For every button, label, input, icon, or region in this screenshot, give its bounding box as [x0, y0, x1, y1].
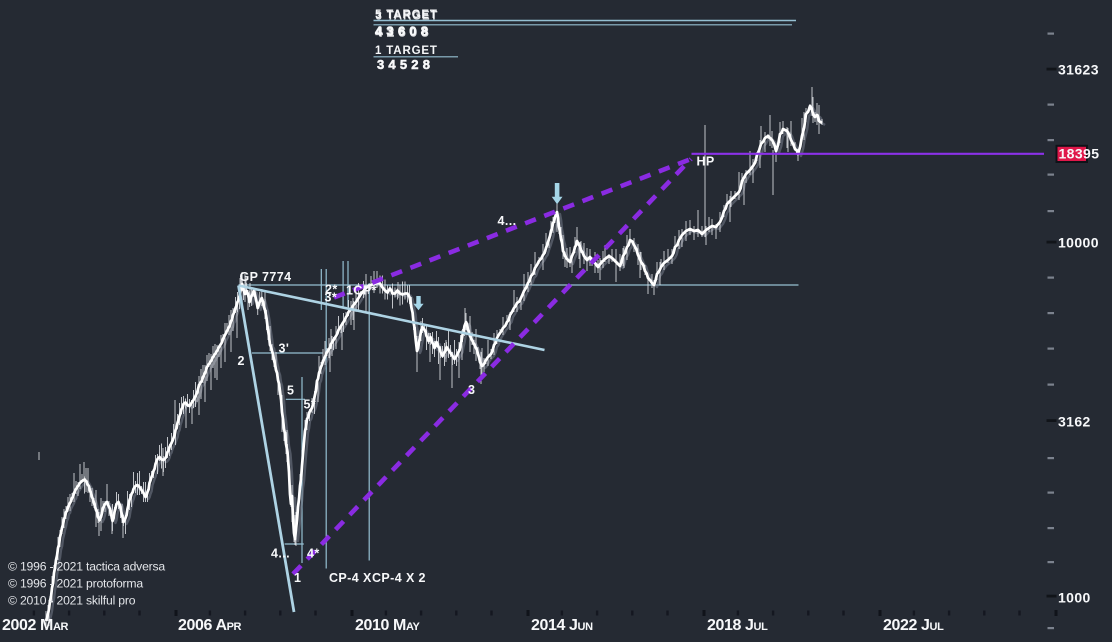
svg-text:4...: 4... — [271, 546, 290, 560]
svg-text:2006 Apr: 2006 Apr — [178, 617, 242, 634]
svg-text:5*: 5* — [304, 398, 317, 412]
svg-text:© 1996 - 2021 protoforma: © 1996 - 2021 protoforma — [8, 577, 143, 591]
svg-text:43608: 43608 — [375, 23, 432, 38]
svg-text:5 TARGET: 5 TARGET — [375, 9, 438, 21]
svg-text:2*: 2* — [325, 283, 338, 297]
svg-text:42608: 42608 — [376, 25, 433, 40]
svg-text:2: 2 — [238, 354, 245, 368]
svg-text:HP: HP — [697, 154, 715, 168]
svg-text:10000: 10000 — [1058, 235, 1099, 251]
svg-text:2002 Mar: 2002 Mar — [2, 617, 69, 634]
svg-text:3: 3 — [468, 383, 475, 397]
svg-text:3': 3' — [279, 342, 290, 356]
svg-text:CP-4 X: CP-4 X — [329, 571, 372, 585]
svg-text:© 1996 - 2021 tactica adversa: © 1996 - 2021 tactica adversa — [8, 560, 165, 574]
svg-text:© 2010 - 2021 skilful pro: © 2010 - 2021 skilful pro — [8, 594, 136, 608]
svg-text:2014 Jun: 2014 Jun — [531, 617, 593, 634]
svg-text:2022 Jul: 2022 Jul — [883, 617, 944, 634]
svg-text:4*: 4* — [307, 546, 320, 560]
svg-text:2010 May: 2010 May — [355, 617, 421, 634]
svg-text:CP-4 X 2: CP-4 X 2 — [372, 571, 426, 585]
svg-text:1: 1 — [294, 571, 301, 585]
svg-text:31623: 31623 — [1058, 62, 1099, 78]
svg-text:5: 5 — [287, 384, 294, 398]
svg-text:2018 Jul: 2018 Jul — [707, 617, 768, 634]
svg-text:1000: 1000 — [1058, 590, 1091, 606]
svg-text:18395: 18395 — [1059, 146, 1100, 162]
svg-text:4...: 4... — [498, 214, 517, 228]
svg-text:3 TARGET: 3 TARGET — [376, 10, 439, 22]
svg-text:34528: 34528 — [377, 57, 434, 72]
svg-text:3162: 3162 — [1058, 414, 1091, 430]
svg-text:1CP*: 1CP* — [346, 284, 377, 298]
svg-text:1 TARGET: 1 TARGET — [375, 45, 438, 57]
svg-text:GP 7774: GP 7774 — [240, 270, 292, 284]
svg-text:3*: 3* — [325, 291, 338, 305]
